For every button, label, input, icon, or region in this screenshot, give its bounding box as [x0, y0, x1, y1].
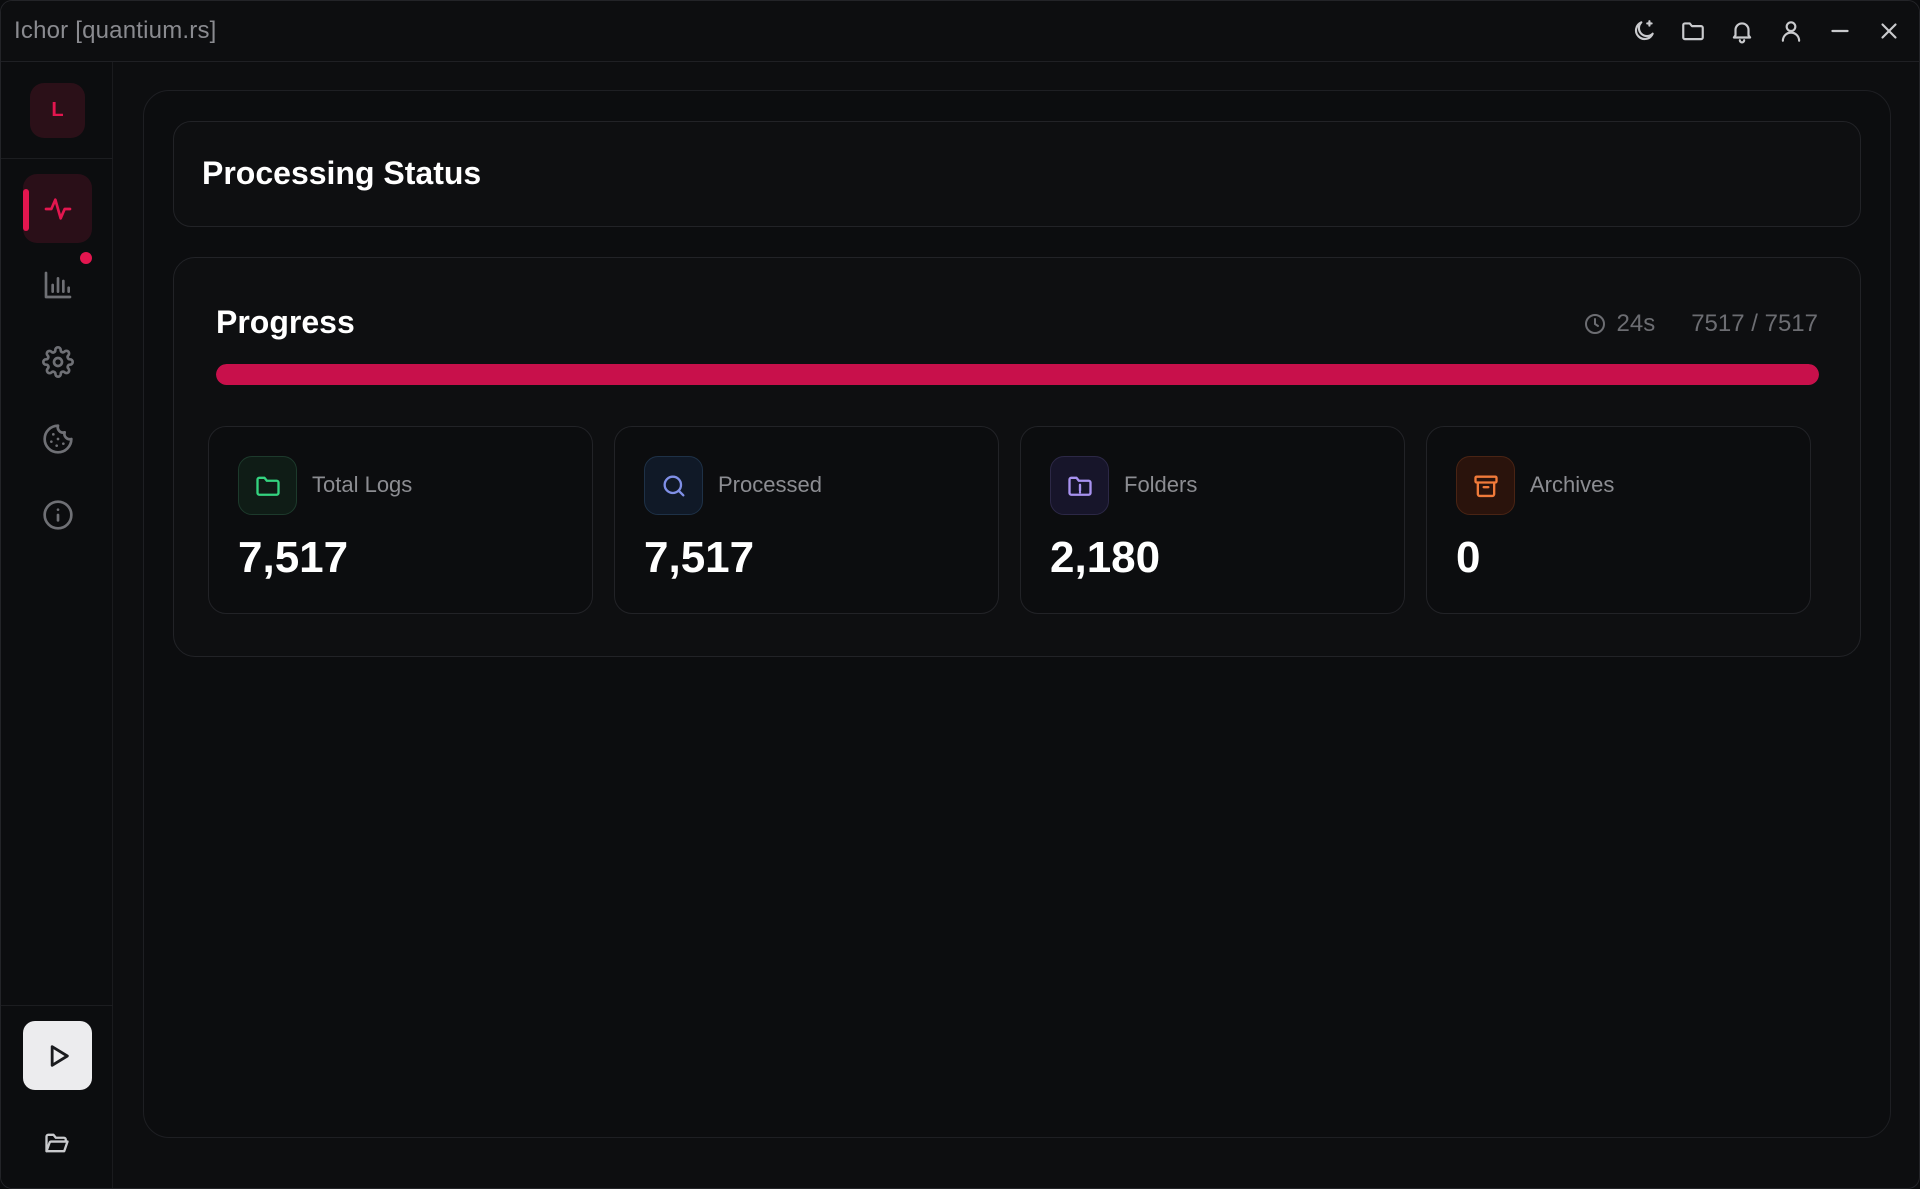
stat-value: 7,517 [238, 533, 349, 582]
sidebar-divider [1, 158, 113, 159]
sidebar-item-info[interactable] [23, 480, 92, 549]
title-bar: Ichor [quantium.rs] [1, 1, 1919, 62]
start-button[interactable] [23, 1021, 92, 1090]
activity-icon [44, 197, 71, 220]
stat-value: 7,517 [644, 533, 755, 582]
stat-label: Folders [1124, 472, 1198, 497]
avatar[interactable]: L [30, 83, 85, 138]
stat-card-processed: Processed 7,517 [614, 426, 999, 614]
open-folder-button[interactable] [37, 1123, 77, 1163]
minimize-icon[interactable] [1825, 17, 1854, 46]
sidebar-divider [1, 1005, 113, 1006]
stat-card-folders: Folders 2,180 [1020, 426, 1405, 614]
info-icon [42, 499, 73, 530]
clock-icon [1584, 314, 1605, 334]
gear-icon [41, 345, 74, 378]
folder-lock-icon [1050, 456, 1109, 515]
sidebar-item-stats[interactable] [23, 250, 92, 319]
main-panel: Processing Status Progress 24s 7517 / 75… [143, 90, 1891, 1138]
page-title: Processing Status [202, 155, 482, 191]
stat-label: Archives [1530, 472, 1615, 497]
titlebar-actions [1629, 13, 1903, 49]
sidebar-item-settings[interactable] [23, 327, 92, 396]
folder-icon [238, 456, 297, 515]
elapsed-time: 24s [1616, 310, 1656, 337]
folder-icon[interactable] [1678, 17, 1707, 46]
stat-card-total-logs: Total Logs 7,517 [208, 426, 593, 614]
folder-open-icon [45, 1133, 69, 1153]
progress-bar-fill [216, 364, 1819, 385]
progress-card: Progress 24s 7517 / 7517 Total Logs 7,51… [173, 257, 1861, 657]
cookie-icon [42, 423, 73, 454]
stat-card-archives: Archives 0 [1426, 426, 1811, 614]
sidebar-item-activity[interactable] [23, 174, 92, 243]
header-card: Processing Status [173, 121, 1861, 227]
close-icon[interactable] [1874, 17, 1903, 46]
bar-chart-icon [44, 271, 71, 298]
bell-icon[interactable] [1727, 17, 1756, 46]
sidebar-item-cookies[interactable] [23, 404, 92, 473]
progress-bar [216, 364, 1819, 385]
notification-dot [80, 252, 92, 264]
stat-value: 0 [1456, 533, 1481, 582]
progress-count: 7517 / 7517 [1691, 310, 1818, 337]
active-indicator [23, 189, 29, 231]
stat-label: Total Logs [312, 472, 413, 497]
progress-meta: 24s 7517 / 7517 [1583, 310, 1818, 338]
stat-label: Processed [718, 472, 822, 497]
window-title: Ichor [quantium.rs] [14, 17, 217, 44]
sidebar: L [1, 62, 113, 1188]
progress-title: Progress [216, 304, 355, 340]
theme-toggle-icon[interactable] [1629, 17, 1658, 46]
search-icon [644, 456, 703, 515]
user-icon[interactable] [1776, 17, 1805, 46]
play-icon [50, 1044, 69, 1067]
stat-value: 2,180 [1050, 533, 1161, 582]
archive-icon [1456, 456, 1515, 515]
